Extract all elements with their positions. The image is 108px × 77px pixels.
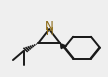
- Text: H: H: [46, 27, 54, 37]
- Text: N: N: [45, 20, 54, 33]
